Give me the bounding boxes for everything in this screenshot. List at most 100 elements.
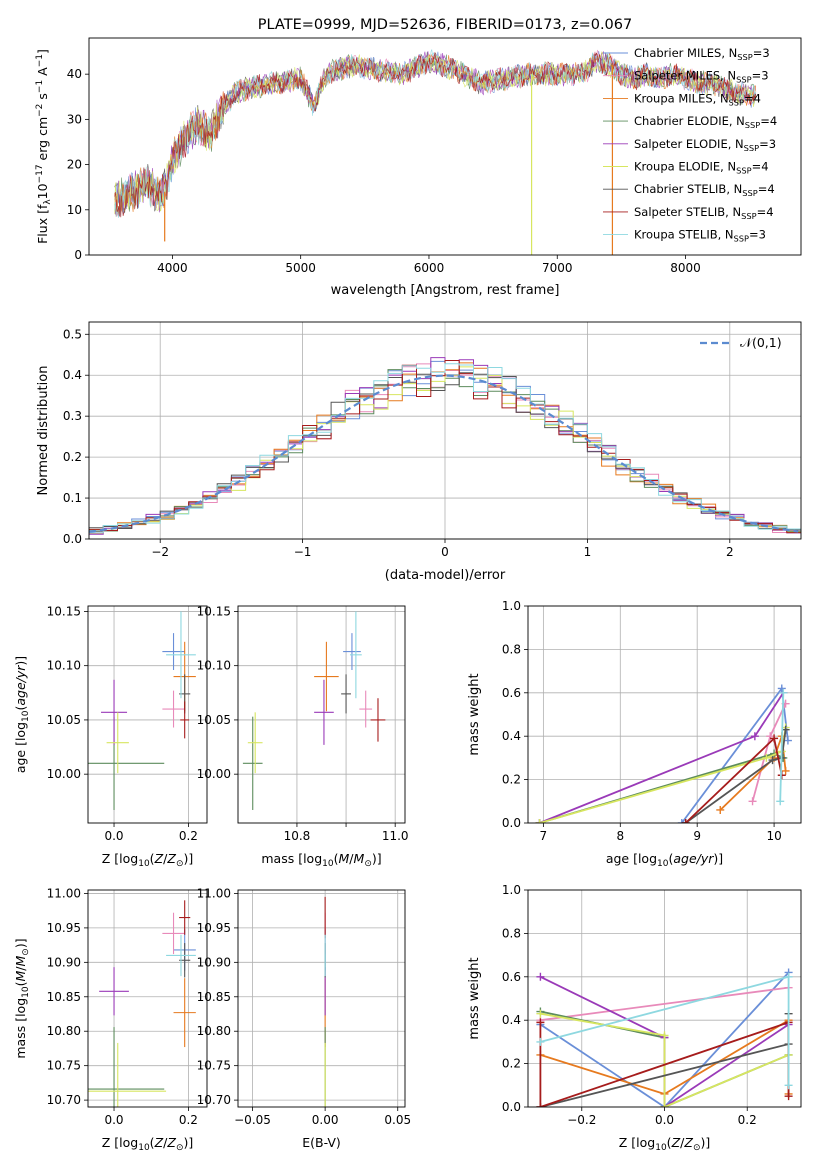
label-part: )]	[13, 656, 28, 666]
y-tick-label: 0.6	[502, 686, 521, 700]
label-part: SSP	[745, 120, 760, 130]
y-tick-label: 10.80	[47, 1024, 81, 1038]
label-part: Salpeter MILES, N	[634, 69, 736, 83]
weight-line-kroupa-miles	[719, 735, 787, 811]
label-part: =3	[749, 228, 766, 242]
spectrum-panel: 4000 5000 6000 7000 8000 0 10 20 30 40 PLATE=0999,…	[35, 17, 802, 298]
y-tick-label: 10.95	[197, 921, 231, 935]
x-tick-label: 8000	[670, 261, 701, 275]
y-tick-label: 10.00	[47, 767, 81, 781]
x-axis-label: (data-model)/error	[385, 568, 506, 583]
spectrum-lines	[114, 49, 757, 255]
point-chabrier-elodie	[242, 716, 263, 810]
label-part: =3	[759, 137, 776, 151]
label-part: /	[163, 851, 168, 866]
label-part: −17	[35, 164, 45, 183]
label-part: E(B-V)	[302, 1135, 341, 1150]
label-part: 10	[21, 710, 31, 722]
errorbars	[242, 611, 386, 810]
label-part: mass [log	[13, 998, 28, 1059]
label-part: ⊙	[176, 859, 184, 869]
y-tick-label: 10.75	[47, 1059, 81, 1073]
weight-line-salpeter-miles	[540, 986, 789, 1022]
label-part: s	[35, 93, 50, 104]
label-part: Chabrier ELODIE, N	[634, 114, 745, 128]
mass-vs-EBV-panel: −0.05 0.00 0.05 10.70 10.75 10.80 10.85 10.90 10…	[197, 886, 411, 1150]
point-salpeter-elodie	[314, 679, 334, 745]
y-tick-label: 10.70	[197, 1093, 231, 1107]
x-tick-label: 0.00	[312, 1113, 339, 1127]
y-tick-label: 11.00	[47, 886, 81, 900]
y-tick-label: 40	[67, 67, 82, 81]
y-tick-label: 0.6	[502, 970, 521, 984]
label-part: Salpeter STELIB, N	[634, 205, 741, 219]
weight-marker-salpeter-stelib	[770, 734, 779, 743]
y-tick-label: 10.10	[47, 659, 81, 673]
label-part: (	[668, 851, 673, 866]
x-tick-label: −0.05	[234, 1113, 271, 1127]
weight-marker-salpeter-stelib	[536, 1018, 545, 1027]
y-axis-label: Normed distribution	[36, 366, 51, 496]
label-part: Z	[671, 1135, 681, 1150]
label-part: age/yr	[13, 665, 28, 706]
label-part: M	[339, 851, 350, 866]
y-tick-label: 20	[67, 158, 82, 172]
weight-line-chabrier-stelib	[685, 729, 787, 823]
point-salpeter-elodie	[101, 679, 128, 745]
x-tick-label: 0.0	[655, 1113, 674, 1127]
label-part: Chabrier MILES, N	[634, 46, 737, 60]
label-part: age/yr	[673, 851, 714, 866]
point-chabrier-miles	[343, 633, 361, 671]
x-tick-label: 7	[540, 829, 548, 843]
weight-marker-kroupa-stelib	[776, 797, 785, 806]
label-part: 10	[35, 183, 50, 199]
y-tick-label: 0.0	[502, 816, 521, 830]
weight-line-salpeter-stelib	[684, 736, 783, 823]
label-part: 10	[322, 859, 334, 869]
label-part: M	[354, 851, 365, 866]
y-tick-label: 0	[74, 248, 82, 262]
errorbars	[88, 611, 196, 810]
x-tick-label: 0.2	[179, 1113, 198, 1127]
weight-marker-kroupa-stelib	[536, 1037, 545, 1046]
label-part: Flux [f	[35, 204, 50, 244]
label-part: (	[150, 851, 155, 866]
weight-marker-salpeter-elodie	[750, 732, 759, 741]
x-tick-label: 9	[693, 829, 701, 843]
label-part: =4	[752, 160, 769, 174]
label-part: =4	[757, 205, 774, 219]
label-part: SSP	[737, 52, 752, 62]
legend-label-chabrier-stelib: Chabrier STELIB, NSSP=4	[634, 182, 775, 198]
y-axis-label: mass weight	[467, 957, 482, 1039]
x-tick-label: 6000	[414, 261, 445, 275]
label-part: ⊙	[693, 1143, 701, 1153]
age-vs-mass-panel: 10.8 11.0 10.00 10.05 10.10 10.15 mass [log10(…	[197, 604, 409, 869]
y-tick-label: 0.4	[502, 729, 521, 743]
weight-marker-salpeter-stelib	[784, 1092, 793, 1101]
point-salpeter-miles	[162, 912, 185, 955]
label-part: Z	[166, 1135, 176, 1150]
label-part: −2	[35, 104, 45, 117]
y-tick-label: 0.0	[502, 1100, 521, 1114]
label-part: mass [log	[261, 851, 322, 866]
label-part: 10	[138, 1143, 150, 1153]
axes-frame	[87, 889, 208, 1108]
weight-line-chabrier-miles	[539, 971, 790, 1107]
weight-lines	[536, 968, 793, 1107]
axes-frame	[237, 889, 406, 1108]
label-part: ⊙	[364, 859, 372, 869]
legend: 𝒩(0,1)	[700, 335, 782, 350]
histogram-kroupa-stelib	[89, 363, 801, 536]
legend-label-normal: 𝒩(0,1)	[740, 335, 782, 350]
label-part: =3	[752, 69, 769, 83]
y-tick-label: 0.2	[502, 773, 521, 787]
point-chabrier-stelib	[341, 674, 351, 714]
label-part: Kroupa MILES, N	[634, 91, 729, 105]
y-tick-label: 0.4	[63, 368, 82, 382]
label-part: Z	[683, 1135, 693, 1150]
weight-marker-kroupa-miles	[716, 805, 725, 814]
weight-marker-kroupa-elodie	[536, 1009, 545, 1018]
x-tick-label: 1	[584, 545, 592, 559]
